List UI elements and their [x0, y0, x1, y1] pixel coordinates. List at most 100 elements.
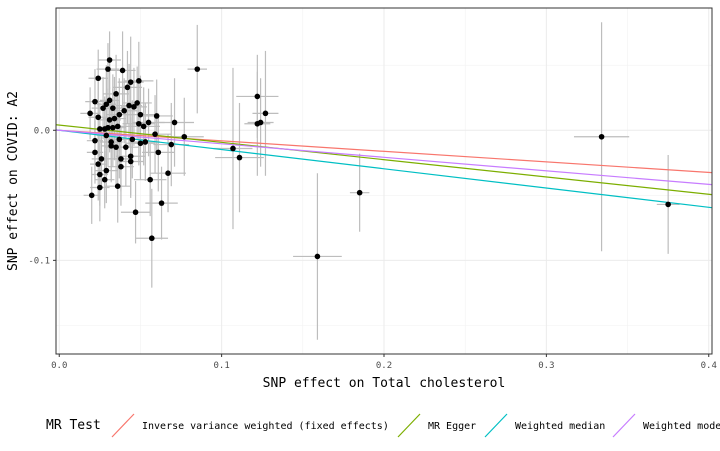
y-axis-title: SNP effect on COVID: A2	[6, 91, 21, 271]
regression-line-3	[55, 129, 713, 186]
snp-point	[113, 91, 119, 97]
snp-point	[149, 235, 155, 242]
snp-point	[113, 144, 119, 150]
x-axis-title: SNP effect on Total cholesterol	[263, 376, 506, 391]
snp-point	[155, 149, 162, 156]
snp-point	[116, 111, 123, 118]
snp-point	[236, 154, 243, 161]
snp-point	[134, 100, 140, 106]
snp-point	[106, 117, 113, 123]
snp-point	[194, 66, 201, 72]
snp-point	[98, 156, 105, 162]
snp-point	[137, 111, 144, 118]
snp-point	[147, 176, 153, 183]
snp-point	[108, 143, 115, 149]
snp-point	[142, 139, 149, 145]
snp-point	[665, 201, 671, 208]
snp-point	[118, 156, 124, 162]
snp-point	[92, 137, 98, 144]
snp-point	[114, 123, 121, 130]
snp-point	[95, 161, 102, 167]
snp-point	[87, 110, 93, 117]
y-tick-label: -0.1	[28, 256, 50, 266]
snp-point	[136, 120, 142, 127]
snp-point	[230, 145, 236, 152]
snp-point	[129, 136, 136, 143]
snp-point	[254, 93, 261, 100]
legend-label-2: Weighted median	[515, 421, 605, 432]
x-tick-label: 0.0	[51, 361, 67, 371]
snp-point	[103, 167, 110, 174]
major-gridlines	[56, 8, 712, 354]
snp-point	[103, 101, 110, 108]
legend-key-2	[484, 413, 508, 438]
snp-point	[356, 189, 363, 196]
y-axis-ticks: -0.1 0.0	[28, 126, 56, 266]
snp-point	[131, 104, 137, 110]
snp-point	[95, 114, 102, 121]
snp-point	[121, 107, 127, 114]
snp-point	[101, 176, 108, 183]
snp-point	[140, 123, 147, 130]
snp-point	[106, 57, 113, 63]
snp-point	[88, 192, 95, 199]
snp-point	[158, 200, 165, 206]
legend-label-0: Inverse variance weighted (fixed effects…	[142, 421, 389, 432]
snp-point	[108, 139, 115, 145]
legend-key-0	[111, 413, 135, 438]
snp-point	[97, 126, 103, 132]
snp-point	[152, 131, 158, 137]
snp-point	[95, 75, 102, 82]
snp-points	[87, 57, 671, 260]
legend: MR Test Inverse variance weighted (fixed…	[46, 413, 720, 438]
snp-point	[105, 124, 111, 131]
x-tick-label: 0.1	[213, 361, 229, 371]
legend-label-1: MR Egger	[428, 421, 476, 432]
x-tick-label: 0.2	[376, 361, 392, 371]
legend-key-1	[397, 413, 421, 438]
snp-point	[110, 124, 116, 131]
snp-point	[257, 119, 264, 126]
snp-point	[114, 183, 121, 190]
snp-point	[110, 105, 116, 111]
y-tick-label: 0.0	[34, 126, 50, 136]
snp-point	[153, 113, 160, 119]
snp-point	[314, 253, 321, 260]
snp-point	[111, 115, 118, 122]
snp-point	[165, 170, 171, 176]
snp-point	[97, 171, 103, 178]
snp-point	[118, 163, 124, 170]
snp-point	[132, 209, 139, 216]
snp-point	[262, 110, 269, 117]
snp-point	[92, 98, 98, 105]
snp-point	[127, 153, 134, 160]
snp-point	[145, 119, 152, 126]
snp-point	[136, 78, 142, 84]
x-tick-label: 0.3	[538, 361, 554, 371]
snp-point	[97, 184, 103, 191]
snp-point	[123, 144, 129, 150]
snp-point	[103, 132, 110, 139]
regression-line-1	[55, 124, 713, 196]
legend-label-3: Weighted mode	[643, 421, 720, 432]
snp-point	[168, 141, 175, 148]
snp-point	[181, 133, 188, 140]
snp-point	[92, 149, 98, 156]
snp-point	[119, 67, 126, 74]
snp-point	[126, 102, 132, 109]
snp-point	[127, 158, 134, 165]
snp-point	[116, 136, 123, 143]
regression-lines	[55, 124, 713, 209]
x-tick-label: 0.4	[701, 361, 717, 371]
snp-point	[127, 79, 134, 85]
snp-point	[106, 97, 113, 104]
legend-title: MR Test	[46, 418, 101, 433]
legend-key-3	[612, 413, 636, 438]
snp-point	[598, 133, 605, 140]
snp-point	[137, 140, 144, 147]
regression-line-0	[55, 129, 713, 174]
snp-point	[124, 84, 131, 91]
snp-point	[105, 66, 111, 72]
snp-point	[100, 105, 106, 111]
